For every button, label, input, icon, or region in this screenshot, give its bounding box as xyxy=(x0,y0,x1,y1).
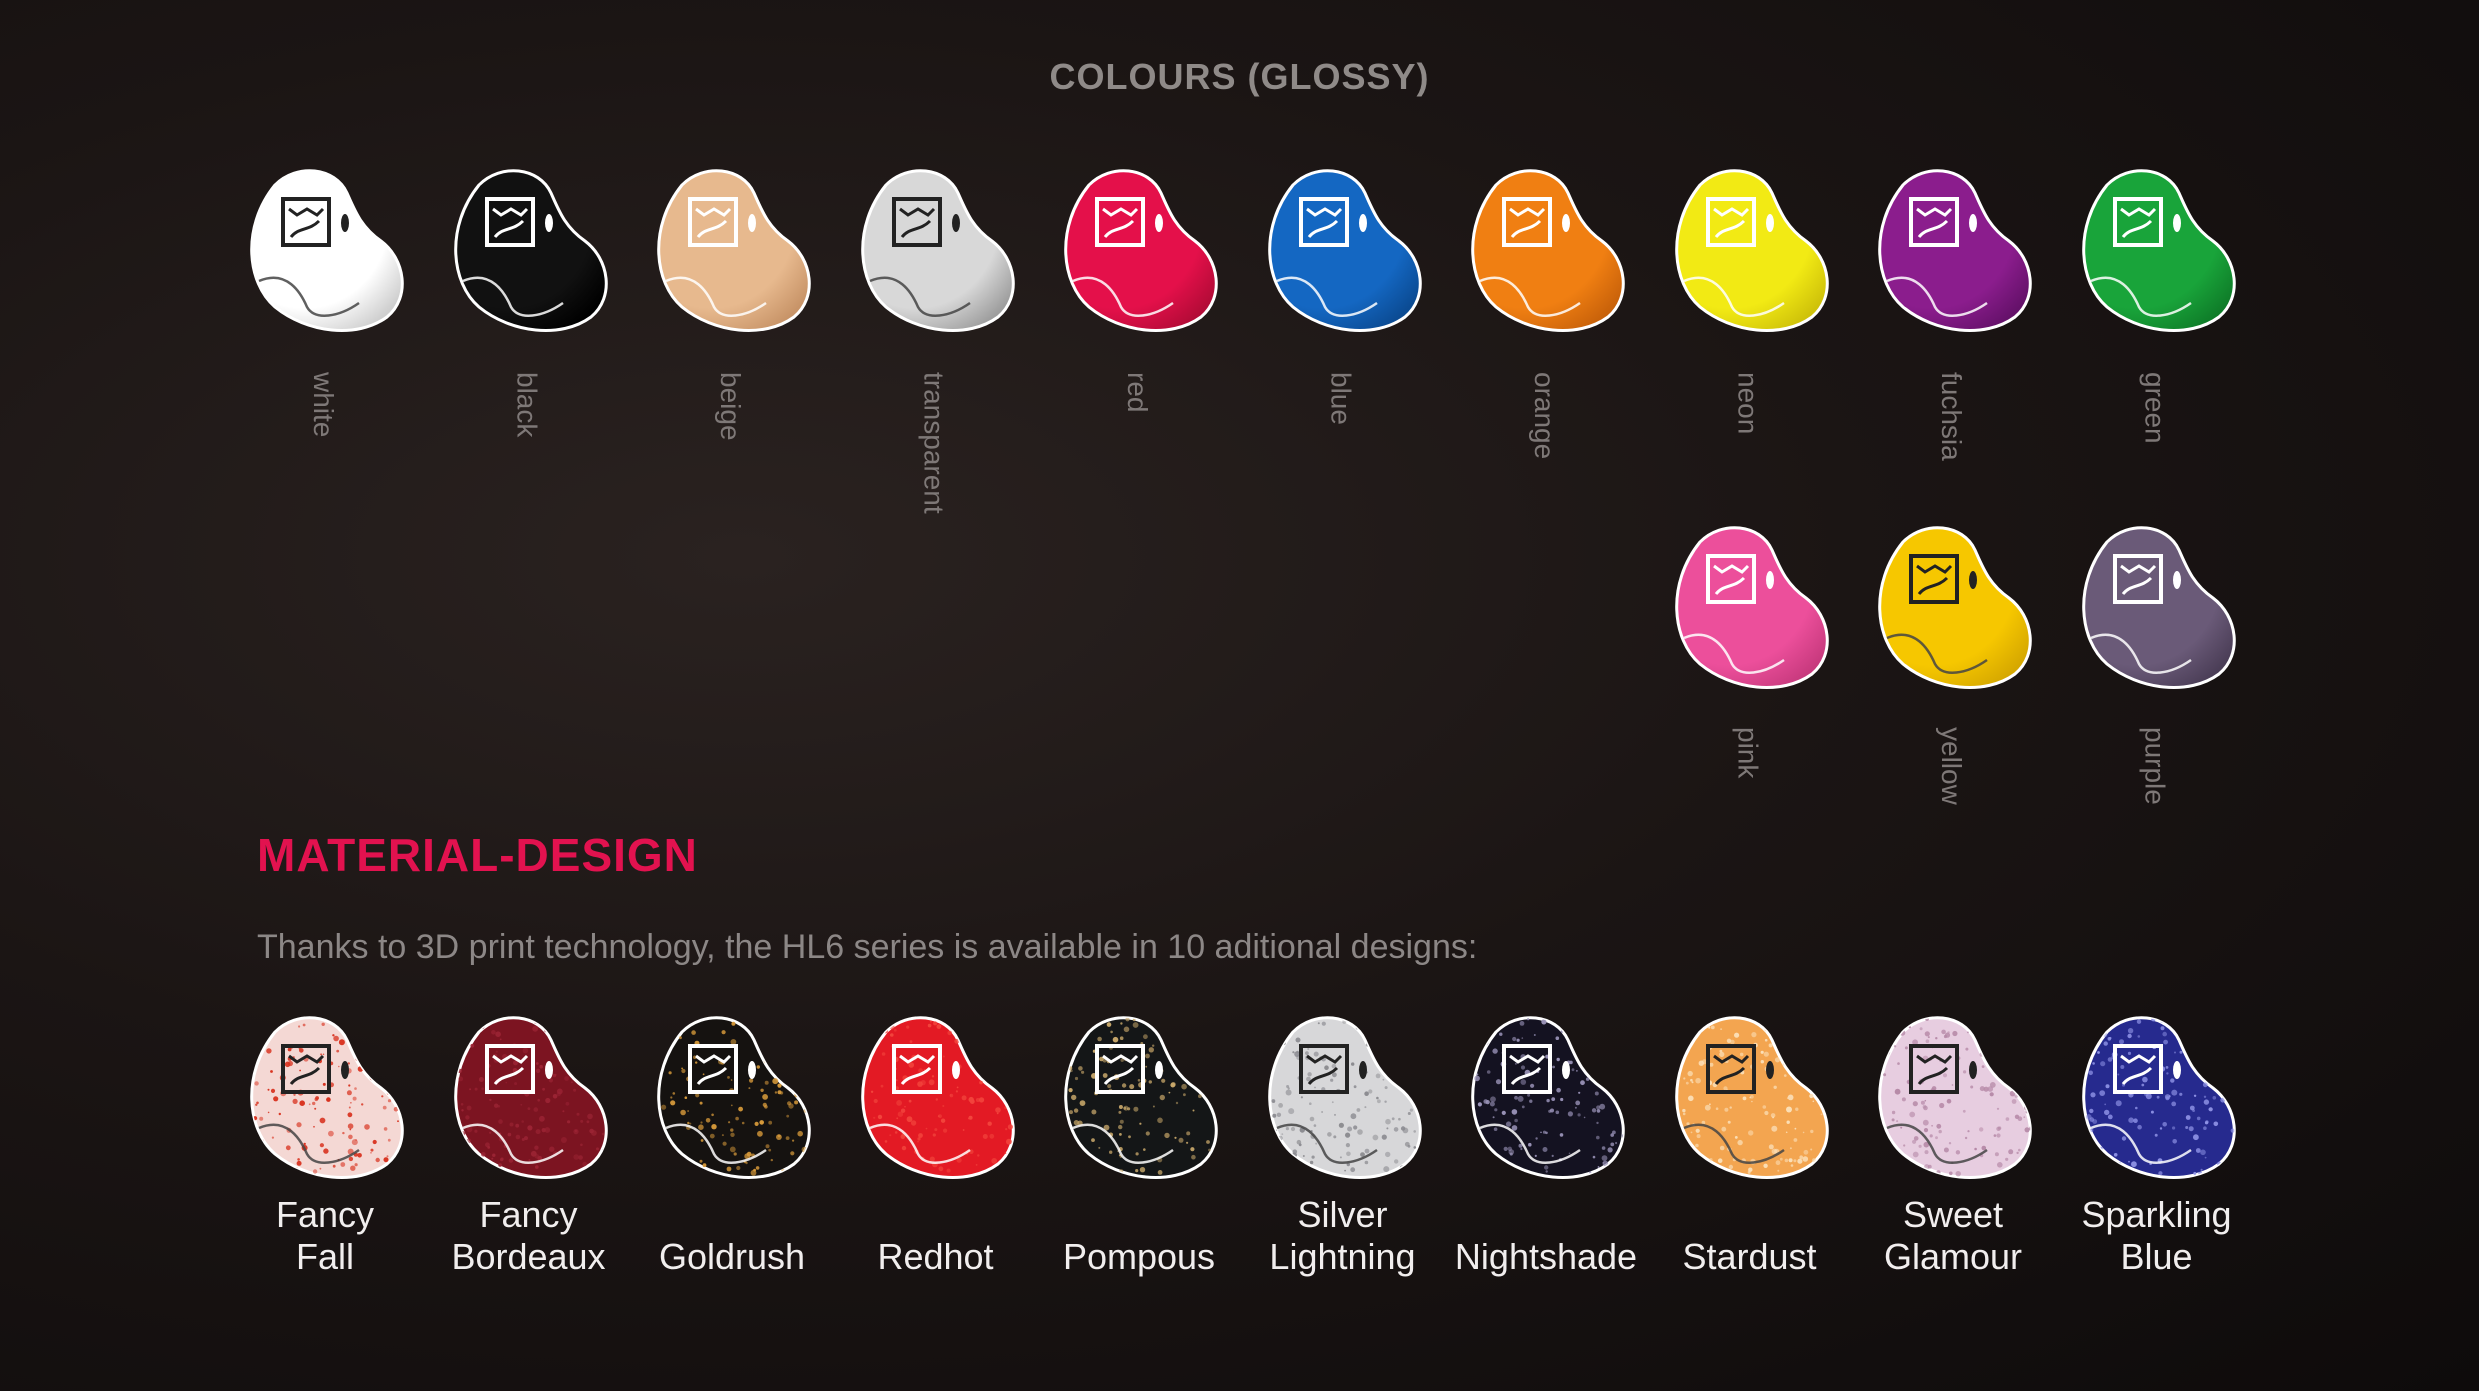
material-design-description: Thanks to 3D print technology, the HL6 s… xyxy=(257,928,1478,966)
design-label-redhot: Redhot xyxy=(877,1236,994,1277)
design-swatch-silver-lightning xyxy=(1253,1004,1433,1184)
design-label-fancy-bordeaux: Fancy Bordeaux xyxy=(451,1194,606,1277)
design-label-silver-lightning: Silver Lightning xyxy=(1269,1194,1416,1277)
colour-label-pink: pink xyxy=(1732,727,1764,779)
design-label-sparkling-blue: Sparkling Blue xyxy=(2081,1194,2232,1277)
colour-swatch-black xyxy=(439,157,619,337)
colour-label-black: black xyxy=(511,372,543,438)
colour-swatch-red xyxy=(1049,157,1229,337)
material-design-heading: MATERIAL-DESIGN xyxy=(257,829,698,881)
colour-label-red: red xyxy=(1122,372,1153,413)
design-swatch-sweet-glamour xyxy=(1863,1004,2043,1184)
colour-swatch-transparent xyxy=(846,157,1026,337)
design-label-pompous: Pompous xyxy=(1062,1236,1216,1277)
colour-label-orange: orange xyxy=(1529,372,1560,460)
design-swatch-redhot xyxy=(846,1004,1026,1184)
colour-label-green: green xyxy=(2139,372,2171,444)
colour-label-yellow: yellow xyxy=(1936,727,1967,805)
colour-swatch-beige xyxy=(642,157,822,337)
colour-swatch-neon xyxy=(1660,157,1840,337)
colour-swatch-pink xyxy=(1660,514,1840,694)
colour-swatch-fuchsia xyxy=(1863,157,2043,337)
colour-label-transparent: transparent xyxy=(918,372,950,514)
design-swatch-sparkling-blue xyxy=(2067,1004,2247,1184)
colour-swatch-green xyxy=(2067,157,2247,337)
colour-label-blue: blue xyxy=(1325,372,1357,425)
colour-swatch-yellow xyxy=(1863,514,2043,694)
design-label-stardust: Stardust xyxy=(1682,1236,1817,1277)
design-label-nightshade: Nightshade xyxy=(1454,1236,1638,1277)
colour-label-neon: neon xyxy=(1732,372,1764,435)
design-swatch-goldrush xyxy=(642,1004,822,1184)
design-label-sweet-glamour: Sweet Glamour xyxy=(1883,1194,2023,1277)
colour-swatch-white xyxy=(235,157,415,337)
design-label-goldrush: Goldrush xyxy=(658,1236,806,1277)
colours-heading: COLOURS (GLOSSY) xyxy=(1049,56,1430,97)
colour-label-beige: beige xyxy=(715,372,746,441)
design-swatch-fancy-bordeaux xyxy=(439,1004,619,1184)
design-swatch-pompous xyxy=(1049,1004,1229,1184)
design-label-fancy-fall: Fancy Fall xyxy=(275,1194,375,1277)
colour-swatch-blue xyxy=(1253,157,1433,337)
design-swatch-stardust xyxy=(1660,1004,1840,1184)
design-swatch-nightshade xyxy=(1456,1004,1636,1184)
colour-label-white: white xyxy=(308,372,339,438)
colour-label-purple: purple xyxy=(2139,727,2171,805)
colour-label-fuchsia: fuchsia xyxy=(1936,372,1967,461)
colour-swatch-purple xyxy=(2067,514,2247,694)
design-swatch-fancy-fall xyxy=(235,1004,415,1184)
colour-swatch-orange xyxy=(1456,157,1636,337)
